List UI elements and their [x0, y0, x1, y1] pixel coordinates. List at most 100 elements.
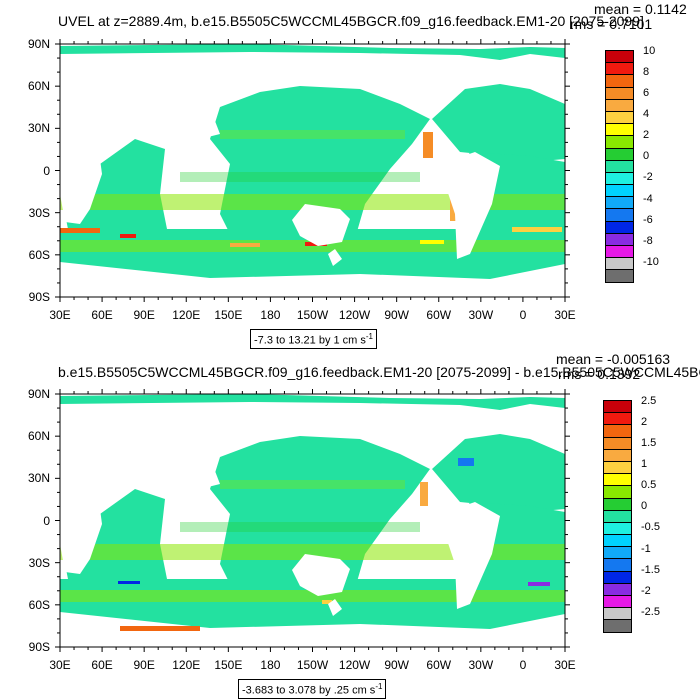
y-tick-label: 90S [28, 640, 50, 654]
x-tick-label: 180 [260, 658, 281, 672]
y-tick-label: 60S [28, 247, 50, 262]
y-tick-label: 60S [28, 597, 50, 612]
ocean-pacific [210, 436, 430, 604]
y-tick-label: 0 [43, 513, 50, 528]
current-feature-2 [458, 458, 474, 466]
current-feature-1 [322, 600, 332, 604]
velocity-band-0 [60, 544, 565, 560]
current-feature-0 [120, 626, 200, 631]
current-feature-1 [230, 243, 260, 247]
x-tick-label: 60E [91, 308, 113, 322]
colorbar-label: -8 [643, 234, 653, 247]
colorbar-label: 4 [643, 108, 650, 121]
map-plot [55, 39, 570, 302]
land-nz [328, 599, 342, 616]
contour-range-text: -7.3 to 13.21 by 1 cm s [254, 334, 366, 347]
colorbar-label: -10 [643, 255, 659, 268]
mean-label: mean = -0.005163 [556, 351, 671, 367]
unit-exponent: -1 [375, 682, 383, 691]
y-tick-label: 30S [28, 555, 50, 570]
colorbar-label: -2.5 [641, 605, 660, 618]
current-feature-5 [423, 132, 433, 158]
colorbar-label: 2.5 [641, 395, 657, 407]
colorbar-label: -2 [643, 171, 653, 184]
current-feature-4 [528, 582, 550, 586]
colorbar [605, 50, 634, 283]
x-tick-label: 120W [338, 658, 371, 672]
colorbar-label: -1.5 [641, 563, 660, 576]
colorbar-label: 2 [641, 416, 648, 429]
colorbar-label: 1.5 [641, 437, 657, 450]
panel-total: UVEL at z=2889.4m, b.e15.B5505C5WCCML45B… [27, 1, 687, 349]
colorbar-box [605, 269, 634, 283]
current-feature-0 [120, 234, 136, 238]
y-tick-label: 60N [27, 79, 50, 94]
land-africa [60, 134, 102, 224]
x-tick-label: 150E [214, 308, 243, 322]
x-tick-label: 0 [519, 658, 527, 672]
x-tick-label: 90W [384, 658, 409, 672]
panel-title: b.e15.B5505C5WCCML45BGCR.f09_g16.feedbac… [58, 364, 700, 380]
land-africa [60, 484, 102, 574]
colorbar-label: 0 [641, 500, 648, 513]
y-tick-label: 30N [27, 121, 50, 136]
colorbar-label: 1 [641, 458, 648, 471]
current-feature-5 [420, 482, 428, 506]
rms-label: rms = 0.7101 [570, 16, 653, 32]
contour-range-box: -3.683 to 3.078 by .25 cm s-1 [238, 679, 387, 699]
land-australia [292, 204, 350, 246]
colorbar-label: 6 [643, 87, 650, 100]
x-tick-label: 90E [133, 308, 155, 322]
land-australia [292, 554, 350, 596]
colorbar-label: 10 [643, 45, 656, 57]
y-tick-label: 90S [28, 290, 50, 304]
colorbar-label: -6 [643, 213, 653, 226]
x-tick-label: 30W [468, 308, 494, 322]
panel-title: UVEL at z=2889.4m, b.e15.B5505C5WCCML45B… [58, 13, 644, 29]
unit-exponent: -1 [365, 332, 374, 341]
x-tick-label: 30W [468, 658, 494, 672]
colorbar [603, 400, 632, 633]
velocity-band-0 [60, 194, 565, 210]
x-tick-label: 30E [49, 658, 71, 672]
land-asiaStrip [165, 454, 220, 494]
contour-range-text: -3.683 to 3.078 by .25 cm s [242, 684, 376, 697]
y-tick-label: 90N [27, 387, 50, 401]
ocean-atlanticN [432, 434, 565, 512]
x-tick-label: 0 [519, 308, 527, 322]
ocean-arctic [60, 394, 565, 410]
ocean-atlanticN [432, 84, 565, 162]
x-tick-label: 120W [338, 308, 371, 322]
x-tick-label: 120E [172, 658, 201, 672]
colorbar-label: -4 [643, 192, 653, 205]
panel-difference: b.e15.B5505C5WCCML45BGCR.f09_g16.feedbac… [0, 350, 700, 700]
current-feature-3 [118, 581, 140, 584]
x-tick-label: 90E [133, 658, 155, 672]
current-feature-4 [512, 227, 562, 232]
current-feature-7 [60, 228, 100, 233]
x-tick-label: 120E [172, 308, 201, 322]
x-tick-label: 60W [426, 658, 452, 672]
y-tick-label: 30N [27, 471, 50, 486]
mean-label: mean = 0.1142 [594, 1, 687, 17]
x-tick-label: 150W [296, 308, 329, 322]
land-samerica [440, 152, 500, 259]
y-tick-label: 30S [28, 205, 50, 220]
x-tick-label: 180 [260, 308, 281, 322]
current-feature-3 [420, 240, 444, 244]
colorbar-label: 0 [643, 150, 650, 163]
colorbar-box [603, 619, 632, 633]
velocity-band-3 [220, 480, 405, 489]
colorbar-label: 2 [643, 129, 650, 142]
x-tick-label: 150E [214, 658, 243, 672]
land-nz [328, 249, 342, 266]
x-tick-label: 60W [426, 308, 452, 322]
x-tick-label: 90W [384, 308, 409, 322]
x-tick-label: 150W [296, 658, 329, 672]
colorbar-label: 8 [643, 66, 650, 79]
rms-label: rms = 0.1392 [558, 366, 641, 382]
x-tick-label: 30E [554, 658, 576, 672]
colorbar-label: -2 [641, 584, 651, 597]
velocity-band-2 [180, 172, 420, 182]
x-tick-label: 30E [49, 308, 71, 322]
